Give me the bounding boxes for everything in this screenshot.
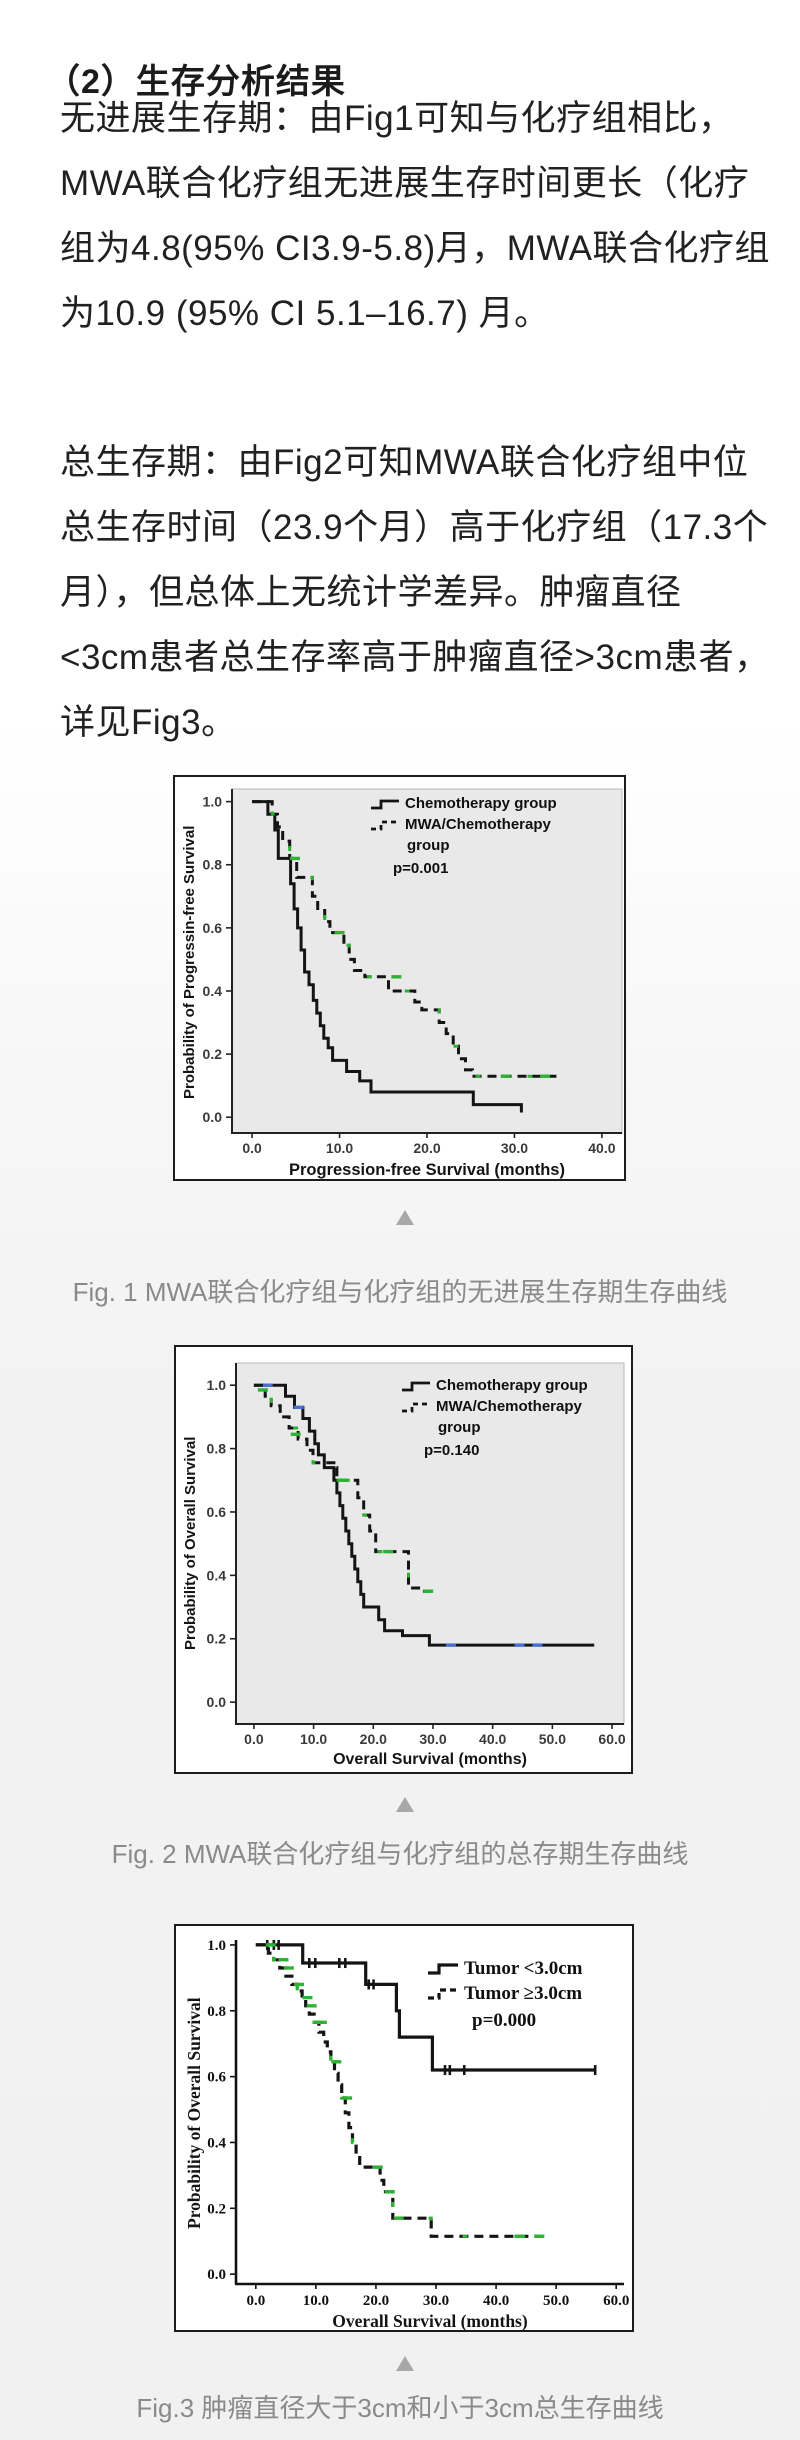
svg-text:20.0: 20.0	[413, 1140, 440, 1156]
svg-text:50.0: 50.0	[539, 1731, 566, 1747]
svg-text:1.0: 1.0	[207, 1938, 226, 1954]
km-chart-fig1: 0.0 10.0 20.0 30.0 40.0 0.0 0.2 0.4 0.6 0.8 1.0	[203, 788, 623, 1156]
svg-text:40.0: 40.0	[479, 1731, 506, 1747]
fig2-legend: Chemotherapy group MWA/Chemotherapy grou…	[400, 1375, 588, 1461]
fig3-legend: Tumor <3.0cm Tumor ≥3.0cm p=0.000	[426, 1956, 583, 2033]
svg-text:1.0: 1.0	[207, 1377, 227, 1393]
svg-text:20.0: 20.0	[363, 2293, 389, 2309]
svg-text:10.0: 10.0	[303, 2293, 329, 2309]
dashed-step-line-icon	[402, 1402, 430, 1412]
svg-text:0.8: 0.8	[207, 1441, 227, 1457]
svg-text:50.0: 50.0	[543, 2293, 569, 2309]
legend-label-continued: group	[407, 837, 450, 854]
fig3-y-axis-label: Probability of Overall Survival	[184, 1997, 204, 2229]
paragraph-progression-free-survival: 无进展生存期：由Fig1可知与化疗组相比， MWA联合化疗组无进展生存时间更长（…	[60, 86, 770, 346]
p-value-label: p=0.140	[424, 1442, 480, 1459]
svg-text:0.2: 0.2	[203, 1046, 223, 1062]
figure-1-pfs-km-plot: 0.0 10.0 20.0 30.0 40.0 0.0 0.2 0.4 0.6 0.8 1.0 Pr…	[173, 775, 626, 1181]
legend-item-tumor-small: Tumor <3.0cm	[426, 1956, 583, 1981]
figure-3-tumor-size-km-plot: 0.0 10.0 20.0 30.0 40.0 50.0 60.0 0.0 0.2 0.4 0.6 0…	[174, 1924, 634, 2332]
svg-text:20.0: 20.0	[360, 1731, 387, 1747]
paragraph-line: 无进展生存期：由Fig1可知与化疗组相比，	[60, 99, 734, 138]
svg-text:0.8: 0.8	[207, 2004, 226, 2020]
legend-item-chemotherapy: Chemotherapy group	[369, 793, 557, 814]
dashed-step-line-icon	[428, 1987, 458, 2000]
svg-text:60.0: 60.0	[603, 2293, 629, 2309]
collapse-triangle-icon	[396, 2356, 414, 2371]
collapse-triangle-icon	[396, 1210, 414, 1225]
paragraph-overall-survival: 总生存期：由Fig2可知MWA联合化疗组中位 总生存时间（23.9个月）高于化疗…	[60, 430, 770, 755]
solid-step-line-icon	[428, 1962, 458, 1975]
svg-text:0.4: 0.4	[207, 1567, 227, 1583]
legend-item-mwa-chemotherapy: MWA/Chemotherapy	[369, 814, 557, 835]
paragraph-line: 月），但总体上无统计学差异。肿瘤直径	[60, 573, 682, 612]
fig1-legend: Chemotherapy group MWA/Chemotherapy grou…	[369, 793, 557, 879]
svg-text:40.0: 40.0	[588, 1140, 615, 1156]
svg-text:0.6: 0.6	[203, 920, 223, 936]
legend-label-continued: group	[438, 1419, 481, 1436]
fig1-x-axis-label: Progression-free Survival (months)	[289, 1161, 565, 1179]
svg-text:0.8: 0.8	[203, 857, 223, 873]
figure-2-caption: Fig. 2 MWA联合化疗组与化疗组的总存期生存曲线	[111, 1839, 689, 1869]
collapse-triangle-icon	[396, 1797, 414, 1812]
solid-step-line-icon	[371, 799, 399, 809]
section-title: （2）生存分析结果	[46, 63, 346, 102]
svg-text:10.0: 10.0	[326, 1140, 353, 1156]
paragraph-line: 为10.9 (95% CI 5.1–16.7) 月。	[60, 294, 550, 333]
dashed-step-line-icon	[371, 820, 399, 830]
svg-text:0.4: 0.4	[207, 2135, 226, 2151]
solid-step-line-icon	[402, 1381, 430, 1391]
svg-text:0.2: 0.2	[207, 1631, 227, 1647]
svg-text:0.4: 0.4	[203, 983, 223, 999]
legend-label: Chemotherapy group	[436, 1377, 588, 1394]
paragraph-line: 总生存时间（23.9个月）高于化疗组（17.3个	[60, 508, 769, 547]
fig1-y-axis-label: Probability of Progressin-free Survival	[181, 825, 198, 1099]
figure-2-os-km-plot: 0.0 10.0 20.0 30.0 40.0 50.0 60.0 0.0 0.2 0.4 0.6 0…	[174, 1345, 633, 1774]
legend-item-chemotherapy: Chemotherapy group	[400, 1375, 588, 1396]
svg-text:0.0: 0.0	[242, 1140, 262, 1156]
svg-text:0.0: 0.0	[246, 2293, 265, 2309]
svg-text:40.0: 40.0	[483, 2293, 509, 2309]
svg-text:10.0: 10.0	[300, 1731, 327, 1747]
fig2-y-axis-label: Probability of Overall Survival	[182, 1436, 199, 1650]
legend-label: Tumor ≥3.0cm	[464, 1983, 583, 2004]
paragraph-line: <3cm患者总生存率高于肿瘤直径>3cm患者，	[60, 638, 770, 677]
svg-text:0.0: 0.0	[207, 1694, 227, 1710]
legend-label: MWA/Chemotherapy	[436, 1398, 582, 1415]
legend-label: Chemotherapy group	[405, 795, 557, 812]
legend-item-tumor-large: Tumor ≥3.0cm	[426, 1981, 583, 2006]
figure-1-caption: Fig. 1 MWA联合化疗组与化疗组的无进展生存期生存曲线	[72, 1277, 728, 1307]
paragraph-line: 总生存期：由Fig2可知MWA联合化疗组中位	[60, 443, 749, 482]
km-chart-fig2: 0.0 10.0 20.0 30.0 40.0 50.0 60.0 0.0 0.2 0.4 0.6 0…	[207, 1362, 626, 1747]
paragraph-line: MWA联合化疗组无进展生存时间更长（化疗	[60, 164, 750, 203]
svg-text:0.6: 0.6	[207, 2070, 226, 2086]
svg-text:60.0: 60.0	[598, 1731, 625, 1747]
paragraph-line: 组为4.8(95% CI3.9-5.8)月，MWA联合化疗组	[60, 229, 770, 268]
svg-text:1.0: 1.0	[203, 794, 223, 810]
figure-3-caption: Fig.3 肿瘤直径大于3cm和小于3cm总生存曲线	[136, 2393, 664, 2423]
svg-text:30.0: 30.0	[419, 1731, 446, 1747]
svg-text:30.0: 30.0	[501, 1140, 528, 1156]
p-value-label: p=0.000	[472, 2010, 537, 2031]
legend-item-mwa-chemotherapy: MWA/Chemotherapy	[400, 1396, 588, 1417]
p-value-label: p=0.001	[393, 860, 449, 877]
paragraph-line: 详见Fig3。	[60, 703, 237, 742]
svg-text:0.0: 0.0	[207, 2267, 226, 2283]
svg-text:0.2: 0.2	[207, 2201, 226, 2217]
svg-text:0.0: 0.0	[203, 1109, 223, 1125]
fig3-x-axis-label: Overall Survival (months)	[332, 2311, 528, 2331]
legend-label: Tumor <3.0cm	[464, 1958, 583, 1979]
svg-text:0.0: 0.0	[244, 1731, 264, 1747]
fig2-x-axis-label: Overall Survival (months)	[333, 1751, 527, 1768]
svg-text:0.6: 0.6	[207, 1504, 227, 1520]
legend-label: MWA/Chemotherapy	[405, 816, 551, 833]
svg-text:30.0: 30.0	[423, 2293, 449, 2309]
